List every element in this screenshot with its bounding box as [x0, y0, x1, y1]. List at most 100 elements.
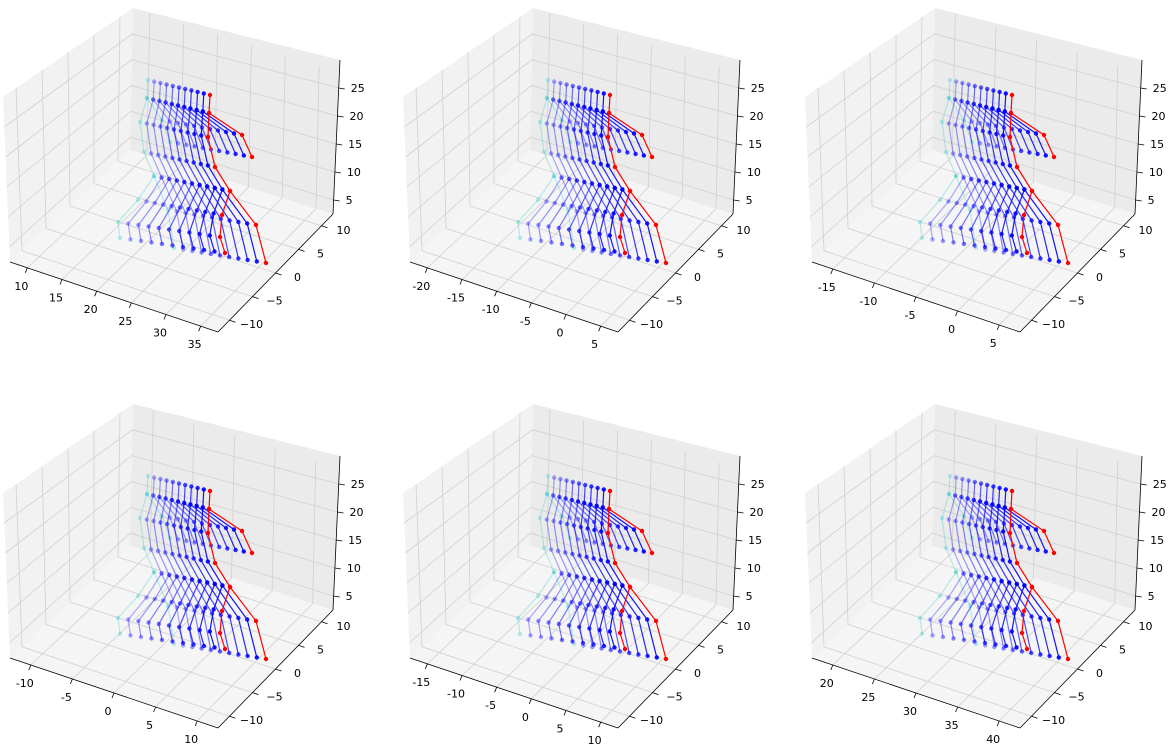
pose-joint-point [984, 575, 989, 581]
grid-line-y [467, 52, 676, 274]
pose-frame-line [988, 90, 1010, 249]
pose-joint-point [152, 475, 157, 480]
pose-joint-point [612, 164, 618, 170]
pose-joint-point [979, 157, 984, 162]
pose-joint-point [137, 515, 143, 521]
pose-joint-point [136, 618, 141, 624]
pose-joint-point [1038, 256, 1043, 261]
pose-joint-point [157, 494, 162, 500]
pose-joint-point [170, 639, 175, 644]
pose-joint-point [1025, 129, 1031, 135]
grid-line-y [895, 430, 1101, 646]
subplot-6: 20 25 30 35 40 −10−5 0 5 10 5 10 15 20 25 [805, 404, 1167, 746]
pose-joint-point [163, 100, 168, 105]
pane-left [403, 8, 533, 262]
z-tick-label: 20 [749, 506, 763, 519]
pose-joint-point [220, 583, 225, 588]
pose-frame-line [995, 487, 1018, 647]
pose-frame-arm [546, 493, 571, 539]
pose-joint-point [156, 548, 161, 554]
pose-joint-point [233, 151, 238, 157]
pose-joint-point [184, 158, 189, 164]
pose-joint-point [559, 571, 564, 576]
pose-joint-point [950, 547, 956, 552]
y-tick-label: 0 [1096, 667, 1103, 680]
pose-joint-point [958, 621, 963, 627]
pose-joint-point [984, 104, 989, 110]
pose-joint-point [167, 176, 172, 182]
pose-joint-point [537, 515, 543, 521]
pose-joint-point [191, 160, 196, 165]
pose-joint-point [549, 636, 554, 641]
x-tick-label: -15 [447, 292, 465, 305]
pose-joint-point [565, 521, 570, 527]
pose-joint-point [963, 202, 968, 207]
pose-joint-point [180, 244, 186, 250]
pose-joint-point [223, 129, 229, 135]
y-tick [252, 296, 259, 299]
pose-joint-point [128, 633, 133, 638]
grid-line-z [407, 506, 736, 614]
pose-frame-line [147, 84, 178, 243]
pose-frame-line [586, 90, 608, 249]
pose-joint-point [615, 524, 621, 529]
x-tick [955, 310, 958, 317]
pose-joint-point [212, 249, 217, 254]
pose-joint-point [1013, 607, 1018, 612]
grid-line-z [808, 481, 1139, 584]
pose-joint-point [1003, 643, 1009, 649]
pose-joint-point [558, 80, 563, 86]
x-tick-label: 20 [84, 303, 98, 316]
pose-joint-point [551, 173, 557, 179]
z-tick [736, 539, 743, 542]
pose-joint-point [954, 475, 959, 480]
pose-joint-point [946, 95, 952, 101]
pose-joint-point [599, 133, 604, 138]
pose-frame-line [117, 475, 155, 635]
pose-joint-point [556, 548, 561, 554]
pose-joint-point [167, 572, 172, 578]
grid-line-y [517, 16, 722, 227]
pose-joint-point [195, 485, 200, 491]
y-tick-label: −10 [240, 318, 263, 331]
pose-frame-arm [165, 498, 196, 543]
pose-joint-point [253, 222, 259, 228]
pose-joint-point [191, 556, 196, 561]
pose-joint-point [151, 173, 157, 179]
pose-joint-point [203, 209, 208, 215]
y-tick-label: 10 [1139, 620, 1153, 633]
pose-joint-point [625, 150, 630, 155]
pose-joint-point [151, 97, 156, 102]
pose-frame-line [517, 475, 555, 635]
pose-joint-point [180, 640, 186, 646]
grid-line-z [4, 429, 339, 524]
y-tick-label: 5 [317, 643, 324, 656]
pose-joint-point [965, 100, 970, 105]
y-tick [275, 668, 282, 672]
pose-joint-point [976, 178, 981, 183]
pose-frame-leg [970, 178, 995, 252]
pose-frame-leg [978, 576, 1005, 649]
pose-joint-point [617, 649, 623, 654]
pose-joint-point [201, 91, 206, 96]
pose-frame-line [929, 477, 965, 636]
pose-joint-point [979, 553, 984, 558]
pose-joint-point [978, 481, 984, 486]
pose-joint-point [580, 244, 586, 250]
pose-joint-point [959, 494, 964, 500]
pose-joint-point [582, 575, 587, 581]
pose-joint-point [189, 88, 194, 93]
x-tick [128, 302, 132, 308]
pose-joint-point [249, 550, 255, 556]
pose-joint-point [619, 608, 625, 614]
x-tick-label: 20 [820, 677, 834, 690]
x-tick [198, 326, 202, 332]
pose-joint-point [159, 571, 164, 576]
pose-joint-point [551, 122, 556, 128]
pose-joint-point [192, 527, 197, 533]
pose-joint-point [991, 88, 996, 93]
pose-joint-point [608, 251, 613, 257]
pose-frame-arm [960, 496, 989, 542]
pose-joint-point [144, 491, 150, 497]
pose-joint-point [994, 144, 999, 149]
